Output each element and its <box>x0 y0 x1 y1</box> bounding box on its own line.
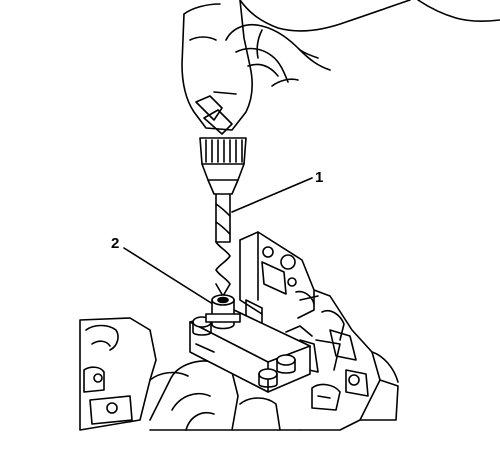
electric-drill-icon <box>181 0 253 135</box>
leader-line-1 <box>231 177 313 213</box>
drill-chuck-icon <box>199 137 247 195</box>
engine-block-icon <box>79 231 399 431</box>
drill-guide-bushing-icon <box>205 294 241 330</box>
leader-line-2 <box>123 247 217 307</box>
drill-guide-fixture-icon <box>189 294 311 393</box>
hand-icon <box>225 0 500 87</box>
callout-label-1: 1 <box>315 169 324 186</box>
callout-label-2: 2 <box>111 235 120 252</box>
